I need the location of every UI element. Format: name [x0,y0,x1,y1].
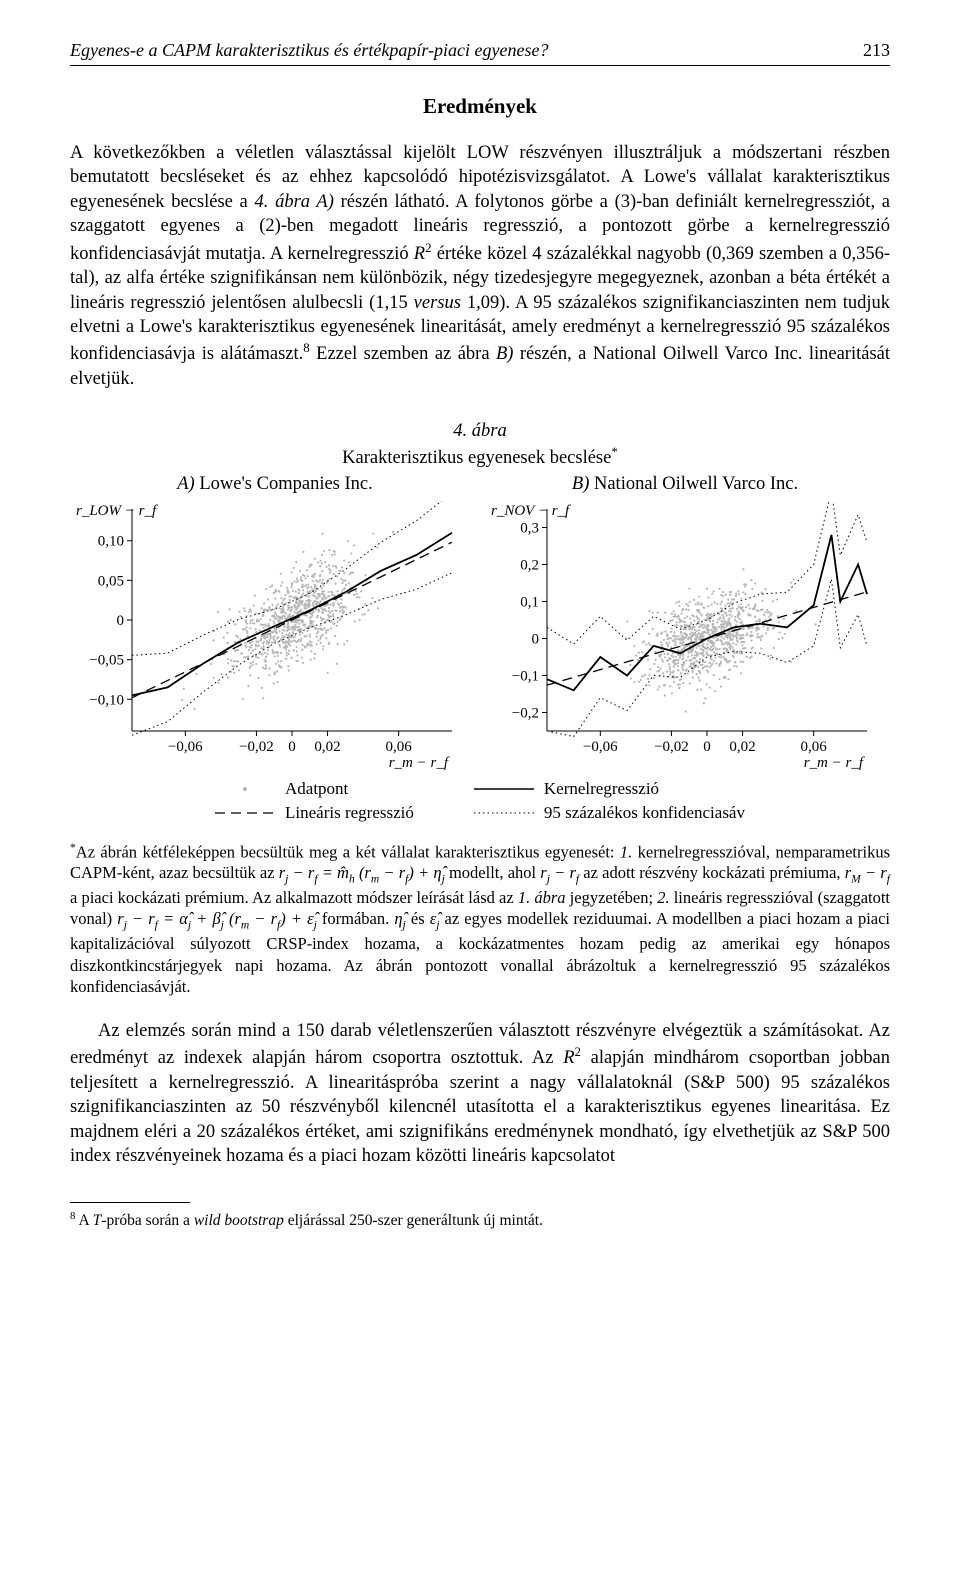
section-heading: Eredmények [70,94,890,119]
svg-text:0,02: 0,02 [314,739,340,755]
svg-text:−0,1: −0,1 [512,668,539,684]
svg-text:0,06: 0,06 [801,739,828,755]
paragraph-2: Az elemzés során mind a 150 darab véletl… [70,1019,890,1169]
svg-text:0,3: 0,3 [520,520,539,536]
svg-text:0,2: 0,2 [520,557,539,573]
running-head: Egyenes-e a CAPM karakterisztikus és ért… [70,40,890,66]
legend-point: Adatpont [215,779,414,799]
legend-linear: Lineáris regresszió [215,803,414,823]
footnote-separator [70,1202,190,1203]
svg-text:0,02: 0,02 [729,739,755,755]
figure-title: Karakterisztikus egyenesek becslése* [342,448,618,468]
svg-text:−0,06: −0,06 [583,739,618,755]
page-number: 213 [863,40,890,61]
svg-text:r_m − r_f: r_m − r_f [804,755,865,771]
svg-text:−0,06: −0,06 [168,739,203,755]
svg-text:0: 0 [288,739,296,755]
svg-text:0,06: 0,06 [386,739,413,755]
chart-panel-a: r_LOW − r_f −0,10 −0,05 0 0,05 0,10 −0,06 −0,02… [70,501,475,771]
svg-text:0: 0 [117,613,125,629]
paragraph-1: A következőkben a véletlen választással … [70,141,890,391]
legend-band: 95 százalékos konfidenciasáv [474,803,745,823]
svg-text:0: 0 [703,739,711,755]
svg-text:0,10: 0,10 [98,533,124,549]
figure-footnote: *Az ábrán kétféleképpen becsültük meg a … [70,841,890,997]
panel-b-title: B) National Oilwell Varco Inc. [480,474,890,495]
panel-a-title: A) Lowe's Companies Inc. [70,474,480,495]
svg-text:r_m − r_f: r_m − r_f [389,755,450,771]
svg-text:−0,02: −0,02 [239,739,274,755]
figure-4: 4. ábra Karakterisztikus egyenesek becsl… [70,419,890,822]
svg-text:0: 0 [532,631,540,647]
svg-text:−0,05: −0,05 [89,652,124,668]
figure-legend: Adatpont Lineáris regresszió Kernelregre… [70,779,890,823]
figure-number: 4. ábra [70,419,890,443]
svg-text:−0,2: −0,2 [512,705,539,721]
svg-text:r_NOV − r_f: r_NOV − r_f [491,503,571,519]
svg-text:r_LOW − r_f: r_LOW − r_f [76,503,158,519]
svg-text:0,05: 0,05 [98,573,124,589]
svg-text:−0,02: −0,02 [654,739,689,755]
running-title: Egyenes-e a CAPM karakterisztikus és ért… [70,40,548,61]
legend-kernel: Kernelregresszió [474,779,745,799]
chart-panel-b: r_NOV − r_f −0,2 −0,1 0 0,1 0,2 0,3 −0,06 −0,02 0… [485,501,890,771]
svg-text:−0,10: −0,10 [89,692,124,708]
svg-text:0,1: 0,1 [520,594,539,610]
figure-caption: 4. ábra Karakterisztikus egyenesek becsl… [70,419,890,469]
footnote-8: 8 A T-próba során a wild bootstrap eljár… [70,1209,890,1231]
